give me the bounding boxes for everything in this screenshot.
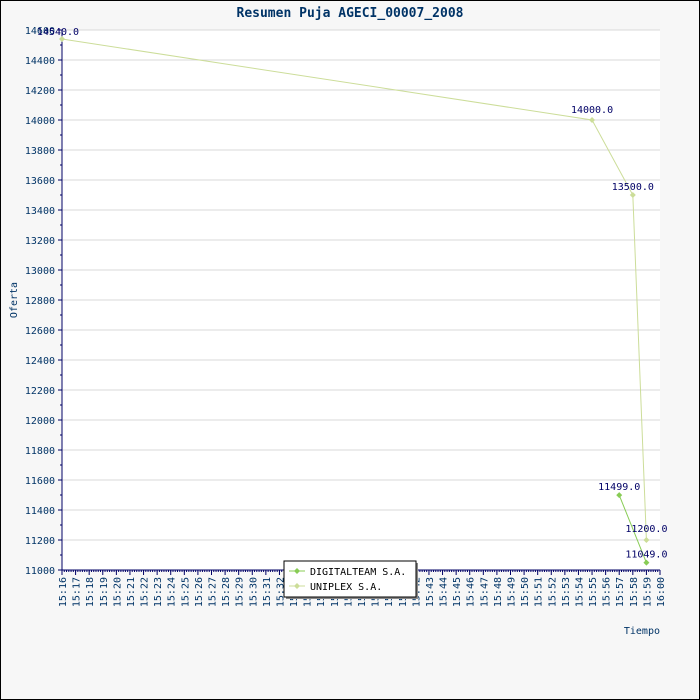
x-tick-label: 15:16	[58, 577, 69, 607]
data-point-marker	[616, 492, 623, 499]
data-point-marker	[643, 537, 650, 543]
legend-label: UNIPLEX S.A.	[310, 582, 382, 593]
data-label: 11200.0	[625, 524, 667, 535]
series-lines	[59, 36, 650, 566]
x-axis-title: Tiempo	[624, 626, 660, 637]
x-tick-label: 15:54	[574, 577, 585, 607]
data-label: 11499.0	[598, 482, 640, 493]
series-line	[618, 494, 647, 563]
x-tick-label: 15:56	[602, 577, 613, 607]
x-tick-label: 15:25	[180, 577, 191, 607]
x-tick-label: 15:47	[479, 577, 490, 607]
y-tick-label: 14000	[25, 116, 55, 127]
legend-box	[283, 560, 417, 598]
y-tick-label: 11400	[25, 506, 55, 517]
y-tick-label: 14200	[25, 86, 55, 97]
series-line	[61, 38, 647, 541]
x-tick-label: 15:30	[248, 577, 259, 607]
x-tick-label: 15:18	[85, 577, 96, 607]
data-label: 13500.0	[612, 182, 654, 193]
x-tick-label: 15:23	[153, 577, 164, 607]
legend-marker	[294, 583, 300, 589]
y-tick-label: 12000	[25, 416, 55, 427]
x-tick-label: 15:32	[275, 577, 286, 607]
legend-label: DIGITALTEAM S.A.	[310, 567, 406, 578]
x-tick-label: 15:31	[262, 577, 273, 607]
y-tick-label: 12400	[25, 356, 55, 367]
legend: DIGITALTEAM S.A. UNIPLEX S.A.	[283, 560, 418, 599]
grid-lines	[62, 29, 660, 571]
x-tick-label: 15:53	[561, 577, 572, 607]
y-tick-label: 12800	[25, 296, 55, 307]
data-label: 11049.0	[625, 550, 667, 561]
x-tick-label: 15:29	[235, 577, 246, 607]
legend-marker	[294, 568, 300, 574]
x-tick-label: 15:17	[72, 577, 83, 607]
y-tick-label: 11800	[25, 446, 55, 457]
x-tick-label: 15:44	[439, 577, 450, 607]
x-tick-label: 15:22	[140, 577, 151, 607]
y-tick-label: 13800	[25, 146, 55, 157]
x-tick-label: 15:52	[547, 577, 558, 607]
data-point-marker	[59, 36, 65, 42]
x-tick-label: 15:20	[112, 577, 123, 607]
x-tick-label: 15:57	[615, 577, 626, 607]
x-tick-label: 15:48	[493, 577, 504, 607]
x-tick-label: 15:27	[208, 577, 219, 607]
y-tick-label: 13600	[25, 176, 55, 187]
y-tick-label: 11000	[25, 566, 55, 577]
x-tick-label: 15:59	[642, 577, 653, 607]
data-point-marker	[629, 192, 636, 198]
x-tick-label: 15:58	[629, 577, 640, 607]
x-tick-label: 15:24	[167, 577, 178, 607]
y-tick-label: 13200	[25, 236, 55, 247]
y-tick-label: 12600	[25, 326, 55, 337]
x-tick-label: 15:51	[534, 577, 545, 607]
x-tick-label: 15:19	[99, 577, 110, 607]
data-label: 14540.0	[37, 27, 79, 38]
x-tick-label: 15:49	[507, 577, 518, 607]
data-label: 14000.0	[571, 105, 613, 116]
data-labels: 11499.0 11049.0 14540.0 14000.0 13500.0 11200…	[37, 27, 668, 561]
y-tick-label: 12200	[25, 386, 55, 397]
x-tick-label: 15:45	[452, 577, 463, 607]
y-tick-label: 14600	[25, 26, 55, 37]
y-tick-label: 11200	[25, 536, 55, 547]
y-tick-label: 11600	[25, 476, 55, 487]
y-tick-label: 13000	[25, 266, 55, 277]
chart-title: Resumen Puja AGECI_00007_2008	[237, 6, 464, 21]
x-tick-label: 15:43	[425, 577, 436, 607]
x-tick-label: 15:55	[588, 577, 599, 607]
x-tick-label: 15:28	[221, 577, 232, 607]
y-axis-title: Oferta	[9, 282, 20, 318]
x-tick-label: 15:21	[126, 577, 137, 607]
x-tick-label: 15:50	[520, 577, 531, 607]
x-tick-label: 16:00	[656, 577, 667, 607]
y-tick-label: 14400	[25, 56, 55, 67]
x-tick-label: 15:26	[194, 577, 205, 607]
data-point-marker	[643, 559, 650, 566]
x-tick-label: 15:46	[466, 577, 477, 607]
data-point-marker	[589, 117, 596, 123]
y-tick-label: 13400	[25, 206, 55, 217]
